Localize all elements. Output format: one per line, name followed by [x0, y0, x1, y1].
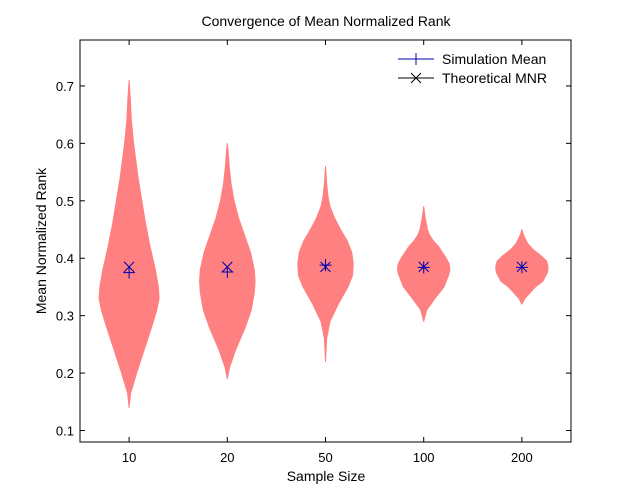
- legend: Simulation Mean Theoretical MNR: [398, 51, 547, 86]
- simulation-mean-marker-50: [319, 259, 332, 272]
- simulation-mean-marker-10: [123, 266, 136, 279]
- x-axis-label: Sample Size: [287, 468, 366, 484]
- y-tick-label: 0.2: [56, 366, 74, 381]
- simulation-mean-marker-200: [515, 261, 528, 274]
- y-tick-label: 0.4: [56, 251, 74, 266]
- y-tick-label: 0.3: [56, 309, 74, 324]
- y-tick-label: 0.7: [56, 79, 74, 94]
- simulation-mean-marker-100: [417, 261, 430, 274]
- y-tick-label: 0.5: [56, 194, 74, 209]
- y-tick-label: 0.6: [56, 136, 74, 151]
- violin-10: [98, 79, 160, 409]
- x-tick-label: 100: [413, 450, 435, 465]
- violin-layer: [98, 79, 549, 409]
- legend-theoretical-mnr-label: Theoretical MNR: [442, 70, 547, 86]
- x-axis-ticks: 10 20 50 100 200: [122, 40, 533, 465]
- legend-simulation-mean-label: Simulation Mean: [442, 51, 546, 67]
- x-tick-label: 50: [318, 450, 332, 465]
- y-axis-ticks: 0.1 0.2 0.3 0.4 0.5 0.6 0.7: [56, 79, 571, 439]
- marker-layer: [123, 259, 528, 279]
- x-tick-label: 200: [511, 450, 533, 465]
- legend-theoretical-mnr-x-icon: [410, 72, 422, 84]
- x-tick-label: 20: [220, 450, 234, 465]
- x-tick-label: 10: [122, 450, 136, 465]
- violin-20: [199, 142, 256, 380]
- chart-title: Convergence of Mean Normalized Rank: [201, 13, 451, 29]
- simulation-mean-marker-20: [221, 266, 234, 279]
- y-axis-label: Mean Normalized Rank: [33, 167, 49, 314]
- y-tick-label: 0.1: [56, 424, 74, 439]
